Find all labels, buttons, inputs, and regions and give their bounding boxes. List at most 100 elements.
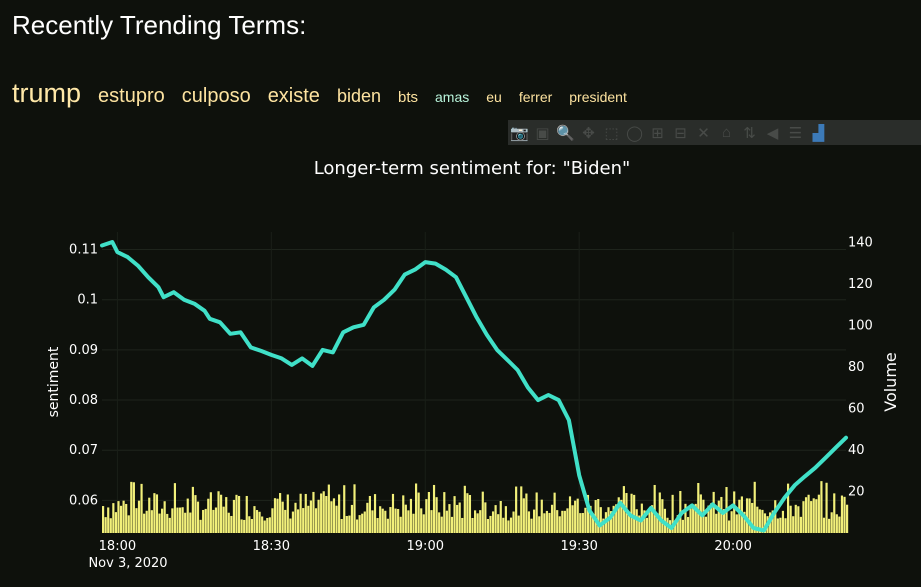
volume-bar — [122, 500, 125, 533]
trending-term-existe[interactable]: existe — [267, 85, 320, 107]
y-tick-label: 0.06 — [69, 493, 98, 508]
volume-bar — [527, 511, 531, 533]
trending-term-estupro[interactable]: estupro — [98, 85, 165, 107]
plot-modebar: 📷 ▣ 🔍 ✥ ⬚ ◯ ⊞ ⊟ ✕ ⌂ ⇅ ◀ ☰ ▟ — [508, 120, 921, 145]
volume-bar — [430, 510, 433, 533]
volume-bar — [497, 514, 500, 533]
volume-bar — [566, 508, 569, 533]
volume-bar — [371, 510, 374, 533]
volume-bar — [355, 519, 359, 533]
camera-icon[interactable]: 📷 — [510, 124, 529, 142]
volume-bar — [245, 495, 248, 533]
volume-bar — [299, 493, 302, 533]
trending-term-ferrer[interactable]: ferrer — [518, 89, 553, 105]
zoom-icon[interactable]: 🔍 — [556, 124, 575, 142]
volume-bar — [630, 493, 633, 533]
volume-bar — [284, 509, 287, 533]
y-tick-label: 0.07 — [69, 443, 98, 458]
volume-bar — [509, 517, 513, 533]
volume-bar — [684, 503, 687, 533]
volume-bar — [237, 495, 241, 533]
volume-bar — [612, 505, 615, 533]
volume-bar — [538, 516, 541, 533]
volume-bar — [840, 495, 844, 533]
volume-bar — [402, 495, 405, 533]
volume-bar — [807, 494, 810, 533]
volume-bar — [271, 508, 274, 533]
volume-bar — [751, 502, 754, 533]
zoom-out-icon[interactable]: ⊟ — [674, 124, 687, 142]
volume-bar — [781, 510, 785, 533]
volume-bar — [414, 483, 418, 533]
trending-term-bts[interactable]: bts — [397, 89, 418, 106]
hover-closest-icon[interactable]: ◀ — [766, 124, 779, 142]
trending-term-culposo[interactable]: culposo — [181, 85, 251, 107]
volume-bar — [312, 491, 315, 533]
volume-bar — [235, 494, 238, 533]
volume-bar — [386, 518, 389, 533]
volume-bar — [586, 494, 590, 533]
trending-term-trump[interactable]: trump — [12, 78, 82, 108]
volume-bar — [543, 513, 546, 533]
hover-compare-icon[interactable]: ☰ — [788, 124, 803, 142]
volume-bar — [158, 513, 161, 533]
trending-term-president[interactable]: president — [569, 89, 627, 105]
trending-term-biden[interactable]: biden — [336, 86, 381, 106]
save-icon[interactable]: ▣ — [535, 124, 550, 142]
volume-bar — [304, 493, 307, 533]
volume-bar — [225, 497, 228, 533]
volume-bar — [214, 507, 218, 533]
volume-bar — [389, 507, 392, 533]
reset-axes-icon[interactable]: ⌂ — [721, 124, 732, 141]
volume-bar — [589, 505, 592, 533]
volume-bar — [119, 505, 123, 533]
volume-bar — [727, 520, 731, 533]
volume-bar — [491, 511, 495, 533]
volume-bar — [232, 499, 236, 533]
volume-bar — [822, 517, 826, 533]
trending-term-eu[interactable]: eu — [486, 89, 502, 105]
volume-bar — [186, 498, 189, 533]
volume-bar — [730, 511, 733, 533]
volume-bar — [481, 491, 484, 533]
volume-bar — [107, 507, 110, 533]
volume-bar — [784, 518, 787, 533]
volume-bar — [343, 485, 346, 533]
volume-bar — [468, 494, 472, 533]
volume-bar — [648, 509, 651, 533]
volume-bar — [379, 506, 382, 533]
volume-bar — [486, 518, 490, 533]
zoom-in-icon[interactable]: ⊞ — [651, 124, 664, 142]
volume-bar — [338, 494, 341, 533]
volume-bar — [150, 510, 153, 533]
spike-lines-icon[interactable]: ⇅ — [743, 124, 756, 142]
volume-bar — [463, 485, 466, 533]
plotly-logo-icon[interactable]: ▟ — [812, 124, 825, 142]
volume-bar — [294, 502, 297, 533]
volume-bar — [461, 517, 464, 533]
volume-bar — [173, 483, 177, 533]
volume-bar — [373, 494, 377, 533]
volume-bar — [712, 491, 715, 533]
pan-icon[interactable]: ✥ — [582, 124, 595, 142]
x-tick-label: 18:30 — [253, 539, 290, 554]
autoscale-icon[interactable]: ✕ — [697, 124, 710, 142]
chart-title: Longer-term sentiment for: "Biden" — [314, 158, 631, 179]
volume-bar — [830, 512, 833, 533]
volume-bar — [443, 492, 446, 533]
x-tick-label: 19:00 — [407, 539, 444, 554]
lasso-select-icon[interactable]: ◯ — [626, 124, 643, 142]
volume-bar — [253, 506, 256, 533]
volume-bar — [738, 499, 741, 533]
volume-bar — [143, 513, 146, 533]
volume-bar — [140, 483, 143, 533]
box-select-icon[interactable]: ⬚ — [604, 124, 619, 142]
volume-bar — [163, 501, 166, 533]
volume-bar — [789, 505, 792, 533]
volume-bar — [563, 510, 566, 533]
y-axis-title: sentiment — [46, 346, 62, 417]
volume-bar — [322, 491, 325, 533]
volume-bar — [450, 516, 454, 533]
trending-term-amas[interactable]: amas — [435, 89, 470, 105]
volume-bar — [717, 500, 720, 533]
